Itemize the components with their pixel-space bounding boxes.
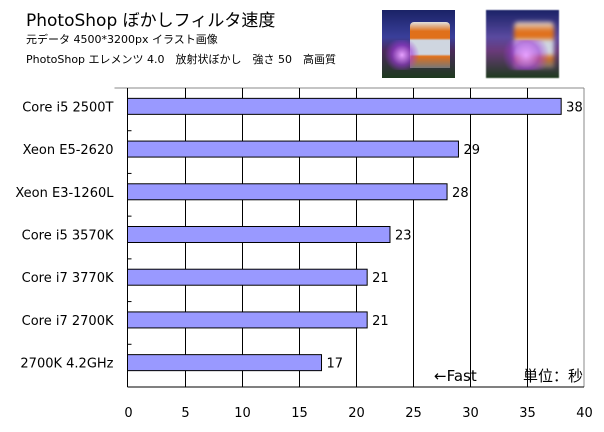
y-category-label: Xeon E5-2620	[23, 143, 114, 158]
bar	[127, 311, 368, 329]
y-category-label: Core i7 3770K	[22, 271, 114, 286]
x-tick-label: 20	[348, 406, 365, 421]
bar	[127, 97, 562, 115]
bar	[127, 268, 368, 286]
x-tick-label: 35	[519, 406, 536, 421]
subtitle-source: 元データ 4500*3200px イラスト画像	[26, 33, 218, 46]
bar	[127, 140, 459, 158]
subtitle-settings: PhotoShop エレメンツ 4.0 放射状ぼかし 強さ 50 高画質	[26, 53, 337, 66]
data-label: 17	[327, 357, 344, 372]
x-tick-label: 5	[181, 406, 189, 421]
x-tick-label: 30	[462, 406, 479, 421]
y-category-label: Core i5 3570K	[22, 229, 114, 244]
data-label: 38	[566, 100, 583, 115]
blurred-image-thumbnail	[486, 10, 559, 78]
y-category-label: Core i5 2500T	[22, 100, 113, 115]
x-tick-label: 0	[124, 406, 132, 421]
data-label: 21	[372, 271, 389, 286]
bar	[127, 183, 448, 201]
y-category-label: Core i7 2700K	[22, 314, 114, 329]
x-tick-label: 40	[576, 406, 593, 421]
x-tick-label: 15	[291, 406, 308, 421]
unit-annotation: 単位：秒	[523, 367, 583, 385]
x-tick-label: 25	[405, 406, 422, 421]
bar	[127, 226, 391, 243]
data-label: 21	[372, 314, 389, 329]
x-tick-label: 10	[234, 406, 251, 421]
data-label: 23	[395, 229, 412, 244]
bar	[127, 354, 323, 372]
y-category-label: Xeon E3-1260L	[15, 186, 114, 201]
chart-title: PhotoShop ぼかしフィルタ速度	[26, 11, 276, 31]
y-category-label: 2700K 4.2GHz	[20, 357, 113, 372]
data-label: 29	[463, 143, 480, 158]
data-label: 28	[452, 186, 469, 201]
fast-annotation: ←Fast	[434, 367, 477, 385]
original-image-thumbnail	[382, 10, 455, 78]
